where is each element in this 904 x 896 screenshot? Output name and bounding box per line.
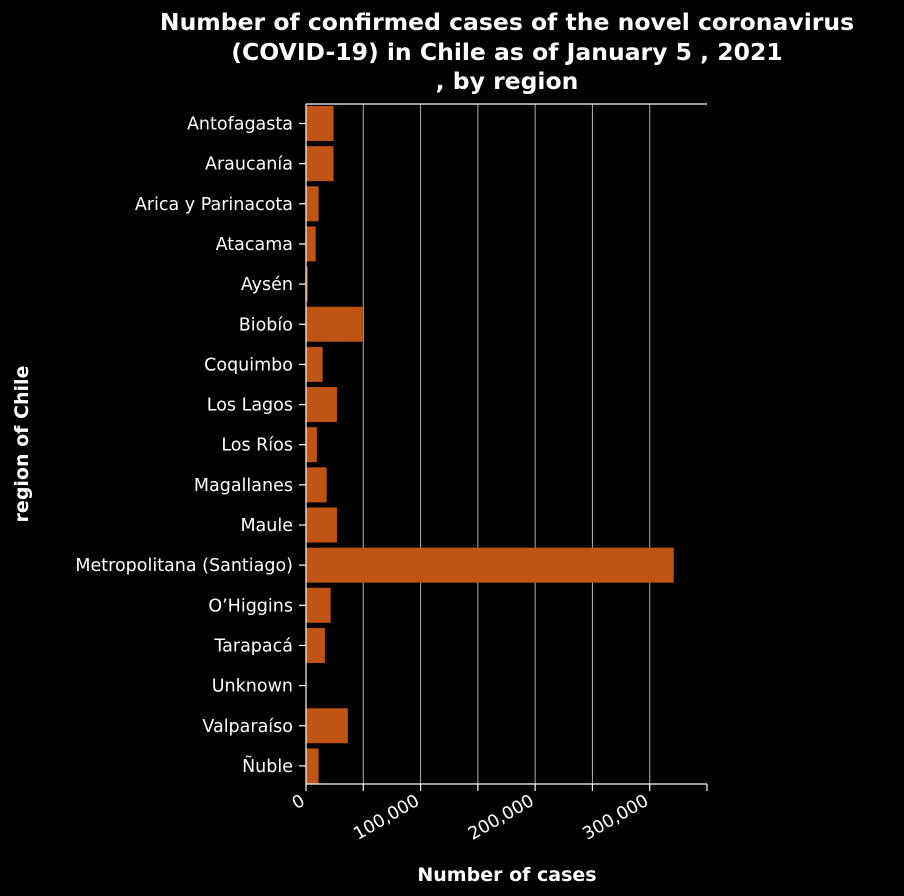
bar [306, 146, 334, 182]
bar [306, 186, 319, 222]
chart-title-line-2: (COVID-19) in Chile as of January 5 , 20… [231, 38, 782, 66]
bar [306, 106, 334, 141]
bar [306, 627, 325, 663]
category-label: Ñuble [242, 755, 293, 777]
category-label: Valparaíso [202, 717, 293, 737]
axes [299, 103, 708, 791]
category-label: Los Ríos [221, 436, 293, 456]
category-label: Magallanes [194, 476, 293, 496]
category-label: Biobío [239, 315, 293, 335]
category-label: Metropolitana (Santiago) [75, 556, 293, 576]
category-label: Aysén [241, 275, 293, 295]
category-labels: Antofagasta Araucanía Arica y Parinacota At… [75, 115, 293, 777]
chart-title: Number of confirmed cases of the novel c… [160, 8, 854, 95]
chart-title-line-1: Number of confirmed cases of the novel c… [160, 8, 854, 36]
bar [306, 306, 363, 342]
x-axis-title: Number of cases [417, 864, 596, 886]
bar [306, 547, 674, 583]
bar [306, 748, 319, 784]
category-label: Los Lagos [207, 396, 293, 416]
category-label: Atacama [216, 235, 293, 255]
chart-title-line-3: , by region [436, 67, 579, 95]
category-label: Coquimbo [204, 355, 293, 375]
category-label: Araucanía [205, 155, 293, 175]
bar [306, 507, 337, 543]
category-label: Arica y Parinacota [135, 195, 293, 215]
y-axis-title: region of Chile [11, 366, 33, 523]
bars [306, 106, 674, 784]
bar [306, 427, 317, 463]
bar [306, 467, 327, 503]
bar [306, 387, 337, 423]
bar [306, 587, 331, 623]
category-label: Antofagasta [187, 115, 293, 135]
category-label: O’Higgins [208, 596, 293, 616]
bar [306, 708, 348, 744]
category-label: Maule [240, 516, 293, 536]
gridlines [362, 104, 651, 784]
bar [306, 266, 308, 302]
bar [306, 346, 323, 382]
bar [306, 226, 316, 262]
category-label: Unknown [212, 677, 293, 697]
category-label: Tarapacá [213, 636, 293, 656]
